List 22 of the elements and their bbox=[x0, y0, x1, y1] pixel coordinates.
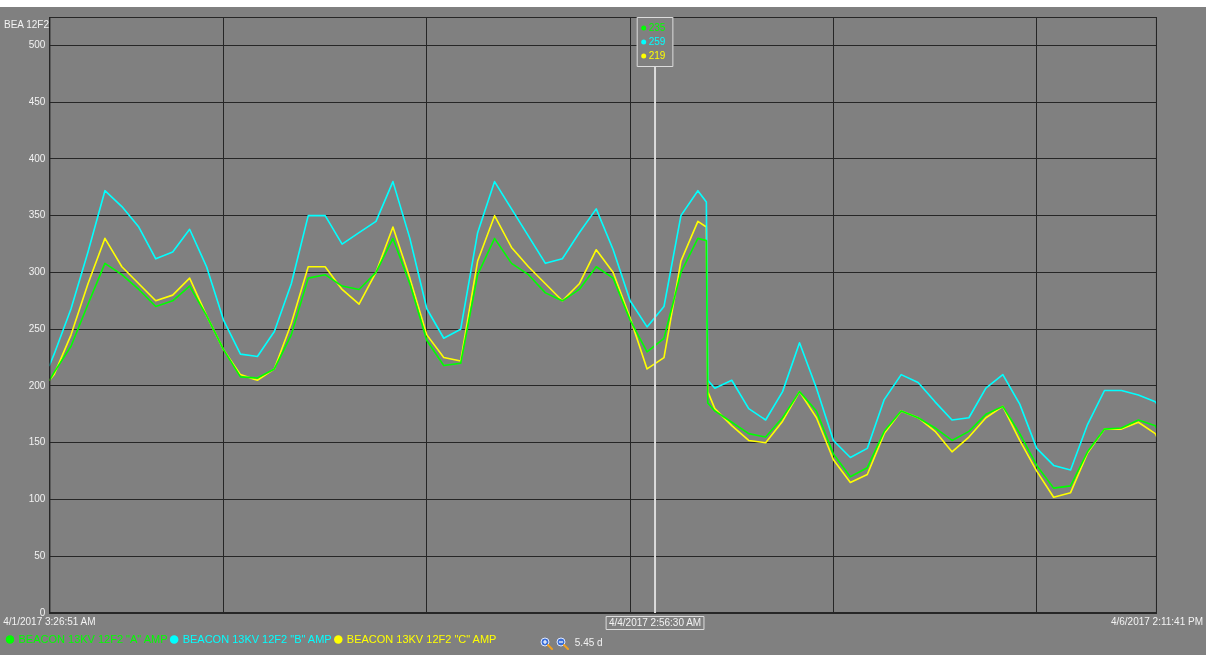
legend-label: BEACON 13KV 12F2 "A" AMP bbox=[18, 632, 168, 645]
y-tick-label: 250 bbox=[28, 322, 46, 334]
y-tick-label: 200 bbox=[28, 379, 46, 391]
y-tick-label: 100 bbox=[28, 493, 46, 505]
x-tick-label: 4/6/2017 2:11:41 PM bbox=[1110, 615, 1203, 627]
annotation: 235 bbox=[648, 21, 666, 33]
annotation: 219 bbox=[648, 49, 666, 61]
y-tick-label: 500 bbox=[28, 39, 46, 51]
chart-title: BEA 12F2 bbox=[4, 18, 50, 30]
y-tick-label: 0 bbox=[39, 606, 46, 618]
legend-label: BEACON 13KV 12F2 "B" AMP bbox=[182, 632, 332, 645]
y-tick-label: 50 bbox=[34, 549, 46, 561]
y-tick-label: 150 bbox=[28, 436, 46, 448]
text: 5.45 d bbox=[574, 636, 603, 648]
y-tick-label: 400 bbox=[28, 152, 46, 164]
ref-line-label: 4/4/2017 2:56:30 AM bbox=[608, 616, 702, 628]
legend-label: BEACON 13KV 12F2 "C" AMP bbox=[346, 632, 497, 645]
y-tick-label: 350 bbox=[28, 209, 46, 221]
y-tick-label: 450 bbox=[28, 95, 46, 107]
y-tick-label: 300 bbox=[28, 266, 46, 278]
x-tick-label: 4/1/2017 3:26:51 AM bbox=[3, 615, 96, 627]
annotation: 259 bbox=[648, 35, 666, 47]
